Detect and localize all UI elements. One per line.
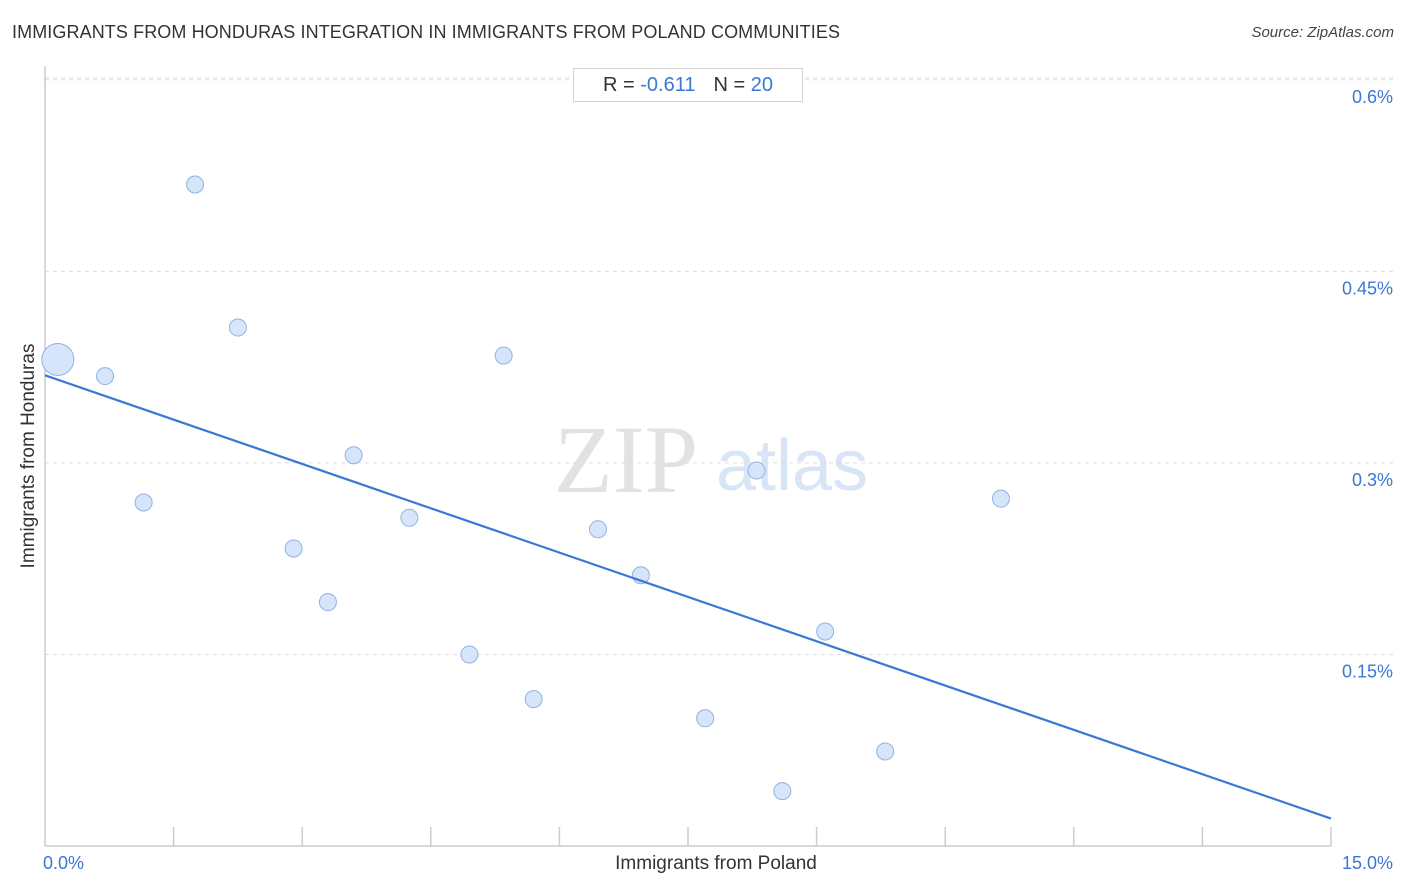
data-point-3 (186, 175, 205, 194)
data-point-10 (494, 346, 513, 365)
y-tick-label-0: 0.15% (1342, 661, 1393, 681)
y-tick-label-2: 0.45% (1342, 278, 1393, 298)
n-label: N = (713, 74, 751, 96)
trendline-group (44, 374, 1332, 820)
watermark-atlas: atlas (716, 426, 868, 506)
data-points (41, 175, 1010, 801)
gridlines (45, 77, 1393, 655)
watermark-zip: ZIP (554, 406, 698, 513)
data-point-0 (41, 342, 75, 376)
data-point-9 (460, 645, 479, 664)
data-point-7 (344, 446, 363, 465)
x-axis-label: Immigrants from Poland (615, 853, 817, 874)
data-point-12 (588, 520, 607, 539)
data-point-8 (400, 508, 419, 527)
chart-title: IMMIGRANTS FROM HONDURAS INTEGRATION IN … (12, 22, 841, 42)
data-point-11 (524, 690, 543, 709)
data-point-2 (134, 493, 153, 512)
correlation-stats-box: R = -0.611 N = 20 (573, 68, 803, 102)
data-point-15 (747, 461, 766, 480)
y-tick-label-1: 0.3% (1352, 470, 1393, 490)
data-point-17 (816, 622, 835, 641)
r-label: R = (603, 74, 641, 96)
trendline (44, 374, 1332, 820)
r-value: -0.611 (640, 74, 696, 96)
data-point-18 (876, 742, 895, 761)
axes (44, 66, 1332, 847)
data-point-14 (696, 709, 715, 728)
source-credit: Source: ZipAtlas.com (1251, 24, 1394, 41)
data-point-1 (96, 367, 115, 386)
data-point-19 (991, 489, 1010, 508)
y-tick-label-3: 0.6% (1352, 87, 1393, 107)
x-tick-label-0: 0.0% (43, 853, 84, 873)
data-point-6 (318, 593, 337, 612)
y-axis-label: Immigrants from Honduras (18, 343, 39, 569)
tick-labels: 0.15% 0.3% 0.45% 0.6% 0.0% 15.0% (43, 87, 1393, 873)
n-value: 20 (750, 74, 773, 96)
watermark: ZIP atlas (554, 406, 868, 513)
data-point-4 (228, 318, 247, 337)
data-point-16 (773, 782, 792, 801)
x-tick-label-1: 15.0% (1342, 853, 1393, 873)
data-point-5 (284, 539, 303, 558)
